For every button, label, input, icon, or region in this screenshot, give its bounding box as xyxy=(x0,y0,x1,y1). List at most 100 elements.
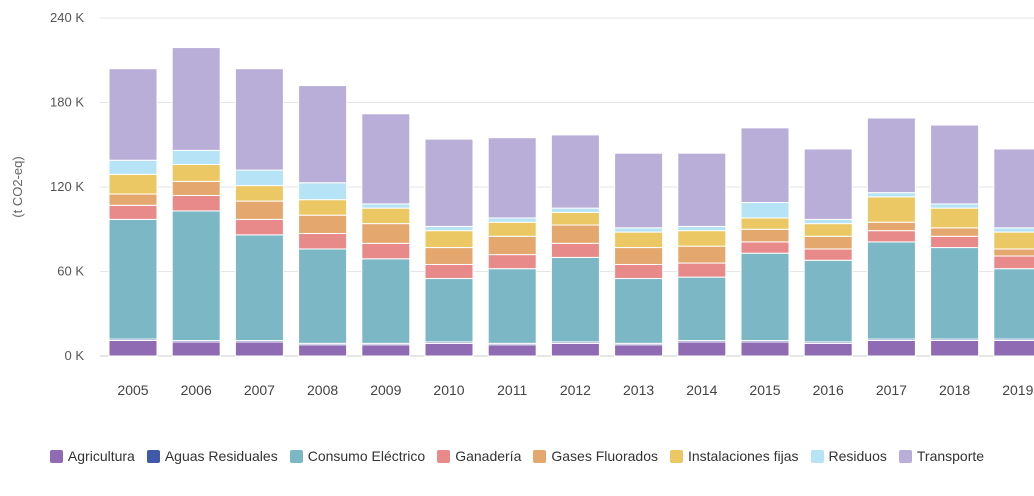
bar-segment[interactable] xyxy=(930,235,980,249)
legend-item[interactable]: Gases Fluorados xyxy=(533,448,658,464)
bar-segment[interactable] xyxy=(424,138,474,227)
bar-segment[interactable] xyxy=(550,211,600,226)
bar-segment[interactable] xyxy=(993,340,1034,357)
legend-item[interactable]: Instalaciones fijas xyxy=(669,448,799,464)
bar-segment[interactable] xyxy=(550,207,600,213)
bar-segment[interactable] xyxy=(108,159,158,175)
bar-segment[interactable] xyxy=(234,185,284,202)
bar-segment[interactable] xyxy=(298,248,348,344)
bar-segment[interactable] xyxy=(361,242,411,260)
bar-segment[interactable] xyxy=(930,340,980,357)
bar-segment[interactable] xyxy=(866,230,916,243)
bar-segment[interactable] xyxy=(614,247,664,265)
bar-segment[interactable] xyxy=(361,207,411,225)
bar-segment[interactable] xyxy=(930,207,980,229)
bar-segment[interactable] xyxy=(866,196,916,223)
bar-segment[interactable] xyxy=(171,149,221,165)
bar-segment[interactable] xyxy=(866,221,916,232)
bar-segment[interactable] xyxy=(866,340,916,357)
bar-segment[interactable] xyxy=(930,247,980,340)
bar-segment[interactable] xyxy=(487,344,537,357)
bar-segment[interactable] xyxy=(298,232,348,250)
bar-segment[interactable] xyxy=(487,221,537,237)
bar-segment[interactable] xyxy=(740,228,790,243)
bar-segment[interactable] xyxy=(740,241,790,254)
bar-segment[interactable] xyxy=(234,68,284,171)
bar-segment[interactable] xyxy=(677,341,727,357)
bar-segment[interactable] xyxy=(298,214,348,234)
bar-segment[interactable] xyxy=(234,200,284,220)
bar-segment[interactable] xyxy=(108,68,158,161)
bar-segment[interactable] xyxy=(993,255,1034,270)
bar-segment[interactable] xyxy=(614,263,664,280)
bar-segment[interactable] xyxy=(993,227,1034,233)
bar-segment[interactable] xyxy=(234,218,284,236)
bar-segment[interactable] xyxy=(424,247,474,265)
bar-segment[interactable] xyxy=(930,203,980,209)
bar-segment[interactable] xyxy=(614,231,664,249)
bar-segment[interactable] xyxy=(677,262,727,278)
legend-item[interactable]: Consumo Eléctrico xyxy=(289,448,425,464)
bar-segment[interactable] xyxy=(803,218,853,225)
bar-segment[interactable] xyxy=(614,344,664,357)
bar-segment[interactable] xyxy=(930,124,980,205)
bar-segment[interactable] xyxy=(424,342,474,357)
legend-item[interactable]: Residuos xyxy=(810,448,887,464)
bar-segment[interactable] xyxy=(803,235,853,250)
bar-segment[interactable] xyxy=(298,182,348,201)
bar-segment[interactable] xyxy=(361,223,411,244)
bar-segment[interactable] xyxy=(108,193,158,206)
bar-segment[interactable] xyxy=(108,204,158,220)
legend-item[interactable]: Agricultura xyxy=(49,448,135,464)
bar-segment[interactable] xyxy=(866,192,916,198)
bar-segment[interactable] xyxy=(298,199,348,216)
bar-segment[interactable] xyxy=(550,242,600,258)
bar-segment[interactable] xyxy=(930,227,980,237)
legend-item[interactable]: Transporte xyxy=(898,448,984,464)
bar-segment[interactable] xyxy=(803,148,853,220)
bar-segment[interactable] xyxy=(487,254,537,270)
bar-segment[interactable] xyxy=(171,47,221,151)
bar-segment[interactable] xyxy=(424,263,474,280)
bar-segment[interactable] xyxy=(171,341,221,357)
bar-segment[interactable] xyxy=(677,225,727,232)
bar-segment[interactable] xyxy=(677,245,727,264)
bar-segment[interactable] xyxy=(993,148,1034,229)
bar-segment[interactable] xyxy=(614,278,664,344)
bar-segment[interactable] xyxy=(614,227,664,233)
bar-segment[interactable] xyxy=(866,241,916,340)
bar-segment[interactable] xyxy=(866,117,916,194)
bar-segment[interactable] xyxy=(677,230,727,247)
bar-segment[interactable] xyxy=(614,152,664,229)
bar-segment[interactable] xyxy=(298,85,348,184)
bar-segment[interactable] xyxy=(361,344,411,357)
bar-segment[interactable] xyxy=(803,248,853,261)
bar-segment[interactable] xyxy=(361,258,411,344)
bar-segment[interactable] xyxy=(550,134,600,209)
bar-segment[interactable] xyxy=(740,201,790,219)
bar-segment[interactable] xyxy=(361,113,411,205)
bar-segment[interactable] xyxy=(803,342,853,357)
bar-segment[interactable] xyxy=(550,256,600,343)
bar-segment[interactable] xyxy=(993,231,1034,250)
bar-segment[interactable] xyxy=(550,342,600,357)
legend-item[interactable]: Ganadería xyxy=(437,448,521,464)
bar-segment[interactable] xyxy=(424,230,474,249)
bar-segment[interactable] xyxy=(993,248,1034,257)
bar-segment[interactable] xyxy=(361,203,411,209)
bar-segment[interactable] xyxy=(108,218,158,340)
bar-segment[interactable] xyxy=(740,252,790,342)
bar-segment[interactable] xyxy=(171,210,221,342)
bar-segment[interactable] xyxy=(803,259,853,343)
bar-segment[interactable] xyxy=(424,225,474,232)
bar-segment[interactable] xyxy=(487,235,537,256)
legend-item[interactable]: Aguas Residuales xyxy=(146,448,278,464)
bar-segment[interactable] xyxy=(740,341,790,357)
bar-segment[interactable] xyxy=(424,278,474,343)
bar-segment[interactable] xyxy=(550,224,600,244)
bar-segment[interactable] xyxy=(298,344,348,357)
bar-segment[interactable] xyxy=(171,194,221,212)
bar-segment[interactable] xyxy=(171,163,221,182)
bar-segment[interactable] xyxy=(487,217,537,223)
bar-segment[interactable] xyxy=(234,169,284,187)
